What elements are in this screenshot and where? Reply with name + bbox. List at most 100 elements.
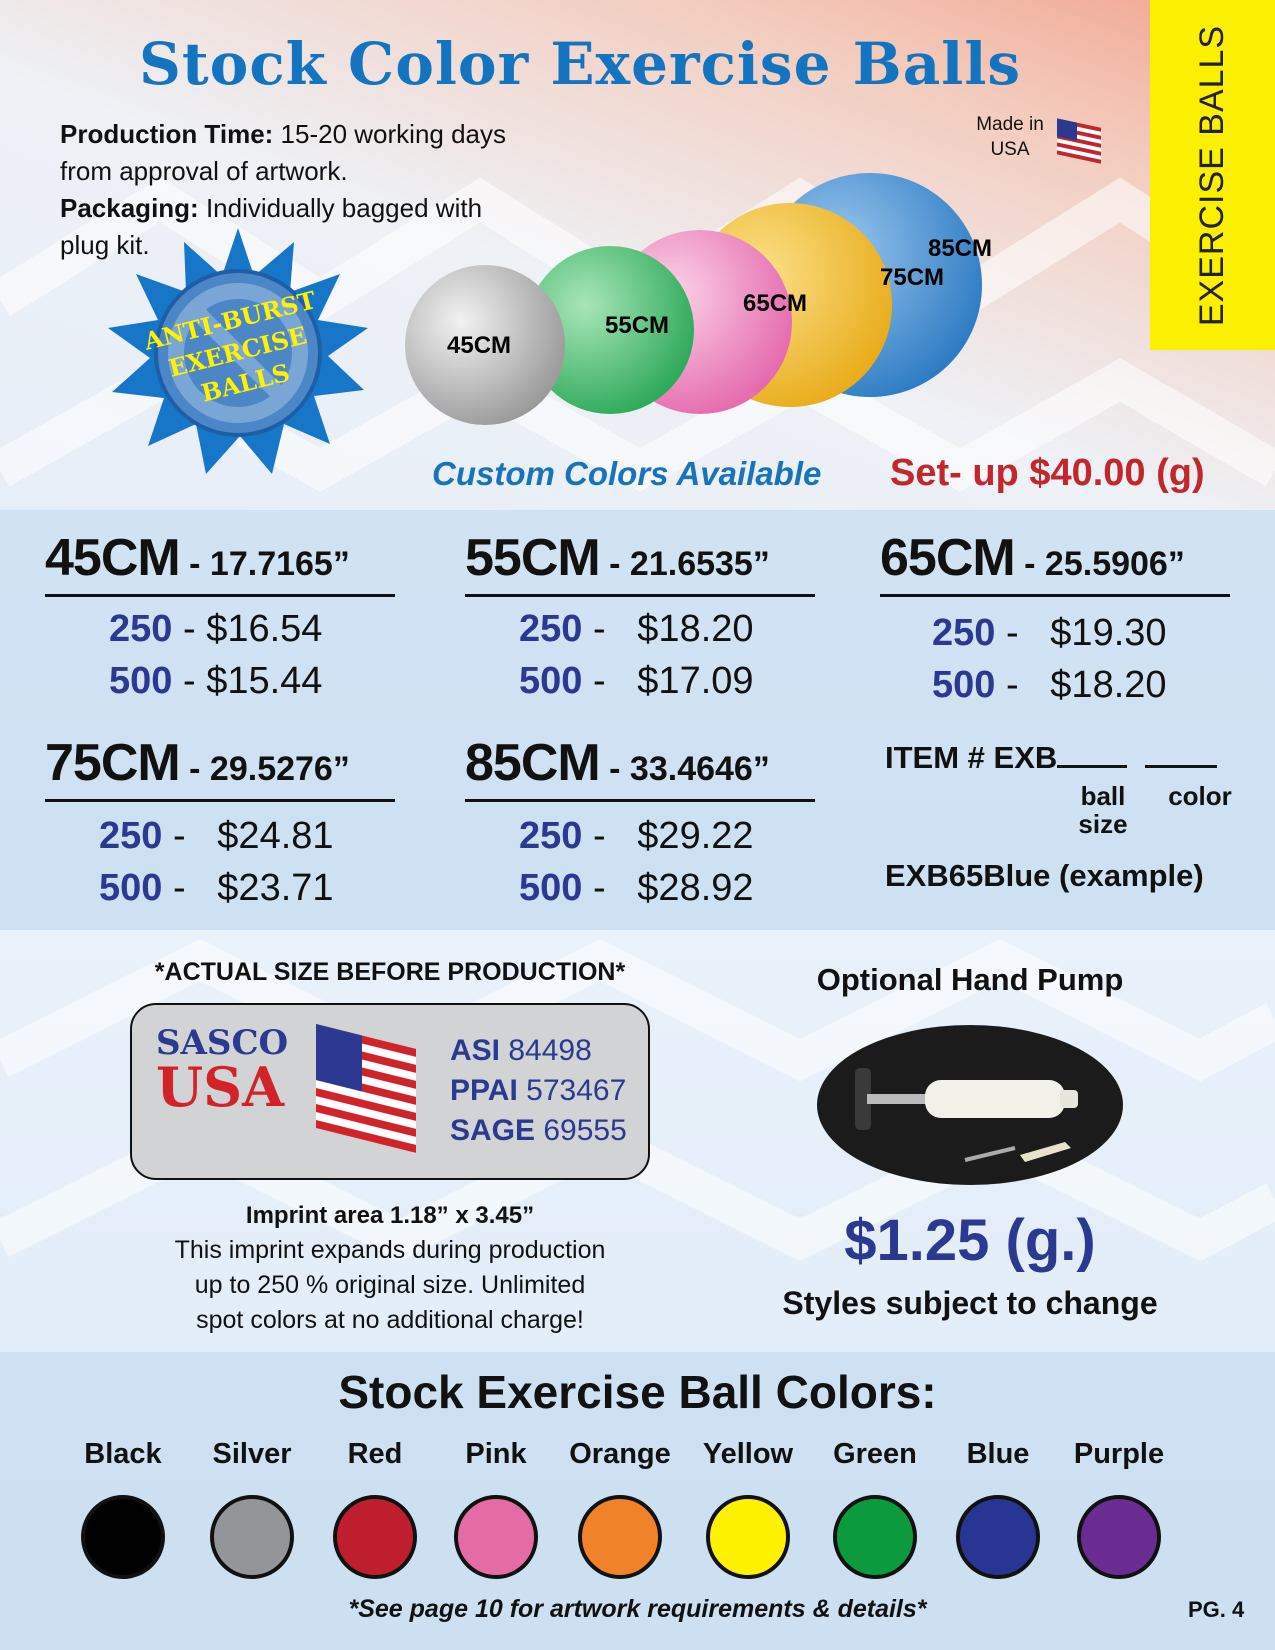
price-row: 500 - $17.09 <box>519 655 815 707</box>
asi-value: 84498 <box>508 1034 592 1067</box>
production-time-text-2: from approval of artwork. <box>60 156 348 186</box>
separator: - <box>162 815 218 857</box>
imprint-details: Imprint area 1.18” x 3.45” This imprint … <box>120 1198 660 1338</box>
sage-value: 69555 <box>543 1114 627 1147</box>
imprint-line-2: up to 250 % original size. Unlimited <box>194 1271 586 1299</box>
usa-flag-icon <box>316 1023 416 1153</box>
logo-sasco: SASCO <box>156 1023 289 1063</box>
separator: - <box>995 612 1051 654</box>
price-row: 250 - $18.20 <box>519 603 815 655</box>
size-cm: 55CM <box>465 529 601 587</box>
swatch-circle <box>454 1495 538 1579</box>
price-row: 250 - $19.30 <box>932 607 1230 659</box>
swatch-circle <box>578 1495 662 1579</box>
qty: 250 <box>109 608 173 650</box>
price: $18.20 <box>637 608 754 650</box>
imprint-line-1: This imprint expands during production <box>174 1236 606 1264</box>
swatch-red: Red <box>315 1438 435 1579</box>
size-85cm-block: 85CM - 33.4646” 250 - $29.22 500 - $28.9… <box>465 733 815 914</box>
price: $16.54 <box>206 608 323 650</box>
exercise-balls-illustration: 45CM 55CM 65CM 75CM 85CM <box>405 173 992 425</box>
separator: - <box>162 867 218 909</box>
production-info: Production Time: 15-20 working days from… <box>60 116 580 264</box>
price: $15.44 <box>206 660 323 702</box>
size-cm: 75CM <box>45 734 181 792</box>
swatch-orange: Orange <box>560 1438 680 1579</box>
imprint-line-3: spot colors at no additional charge! <box>196 1306 584 1334</box>
item-number-template: ITEM # EXB ball size color <box>885 740 1245 838</box>
swatch-circle <box>1077 1495 1161 1579</box>
separator: - <box>582 867 638 909</box>
ball-label-45: 45CM <box>447 332 511 359</box>
price-row: 250 - $29.22 <box>519 810 815 862</box>
imprint-sample-box: SASCO USA ASI 84498 PPAI 573467 SAGE 695… <box>130 1003 650 1180</box>
production-time-label: Production Time: <box>60 119 274 149</box>
swatch-label: Black <box>84 1438 162 1470</box>
separator: - <box>582 608 638 650</box>
size-inches: - 25.5906” <box>1014 545 1185 583</box>
ball-45cm <box>405 265 565 425</box>
stock-colors-title: Stock Exercise Ball Colors: <box>338 1366 937 1418</box>
qty: 500 <box>519 867 583 909</box>
swatch-pink: Pink <box>436 1438 556 1579</box>
ball-label-85: 85CM <box>928 235 992 262</box>
production-time-text-1: 15-20 working days <box>280 119 507 149</box>
size-inches: - 17.7165” <box>179 545 350 583</box>
logo-usa: USA <box>156 1055 284 1119</box>
swatch-black: Black <box>63 1438 183 1579</box>
ball-label-55: 55CM <box>605 312 669 339</box>
section-tab: EXERCISE BALLS <box>1150 0 1275 350</box>
made-in-line-1: Made in <box>976 114 1044 135</box>
swatch-label: Orange <box>569 1438 671 1470</box>
custom-colors-note: Custom Colors Available <box>432 455 822 492</box>
packaging-label: Packaging: <box>60 193 199 223</box>
pump-price: $1.25 (g.) <box>844 1208 1096 1273</box>
swatch-label: Green <box>833 1438 917 1470</box>
actual-size-note: *ACTUAL SIZE BEFORE PRODUCTION* <box>154 958 626 986</box>
price: $17.09 <box>637 660 754 702</box>
qty: 250 <box>99 815 163 857</box>
qty: 250 <box>519 608 583 650</box>
packaging-text-2: plug kit. <box>60 230 150 260</box>
size-cm: 85CM <box>465 734 601 792</box>
swatch-purple: Purple <box>1059 1438 1179 1579</box>
anti-burst-badge: ANTI-BURST EXERCISE BALLS <box>108 228 368 474</box>
item-example: EXB65Blue (example) <box>885 858 1204 893</box>
artwork-footnote: *See page 10 for artwork requirements & … <box>348 1595 927 1623</box>
swatch-circle <box>210 1495 294 1579</box>
ppai-value: 573467 <box>526 1074 627 1107</box>
price: $29.22 <box>637 815 754 857</box>
qty: 500 <box>99 867 163 909</box>
size-cm: 45CM <box>45 529 181 587</box>
swatch-label: Purple <box>1073 1438 1165 1470</box>
swatch-label: Silver <box>212 1438 292 1470</box>
separator: - <box>995 664 1051 706</box>
ball-label-65: 65CM <box>743 290 807 317</box>
size-inches: - 21.6535” <box>599 545 770 583</box>
price-row: 500 - $15.44 <box>109 655 395 707</box>
swatch-label: Yellow <box>702 1438 794 1470</box>
price-row: 500 - $18.20 <box>932 659 1230 711</box>
swatch-silver: Silver <box>192 1438 312 1579</box>
size-75cm-block: 75CM - 29.5276” 250 - $24.81 500 - $23.7… <box>45 733 395 914</box>
pump-note: Styles subject to change <box>782 1285 1158 1321</box>
asi-label: ASI <box>450 1034 501 1067</box>
size-inches: - 29.5276” <box>179 750 350 788</box>
swatch-blue: Blue <box>938 1438 1058 1579</box>
price-row: 250 - $16.54 <box>109 603 395 655</box>
page-title: Stock Color Exercise Balls <box>138 30 1022 98</box>
swatch-circle <box>333 1495 417 1579</box>
made-in-usa-label: Made in USA <box>960 112 1060 162</box>
ball-size-caption-1: ball <box>1080 781 1126 811</box>
size-cm: 65CM <box>880 529 1016 587</box>
pump-title: Optional Hand Pump <box>816 962 1124 997</box>
price: $24.81 <box>217 815 334 857</box>
price: $28.92 <box>637 867 754 909</box>
ppai-label: PPAI <box>450 1074 518 1107</box>
size-55cm-block: 55CM - 21.6535” 250 - $18.20 500 - $17.0… <box>465 528 815 707</box>
size-45cm-block: 45CM - 17.7165” 250 - $16.54 500 - $15.4… <box>45 528 395 707</box>
color-blank <box>1145 765 1218 768</box>
qty: 500 <box>109 660 173 702</box>
imprint-title: Imprint area 1.18” x 3.45” <box>245 1202 535 1229</box>
size-inches: - 33.4646” <box>599 750 770 788</box>
